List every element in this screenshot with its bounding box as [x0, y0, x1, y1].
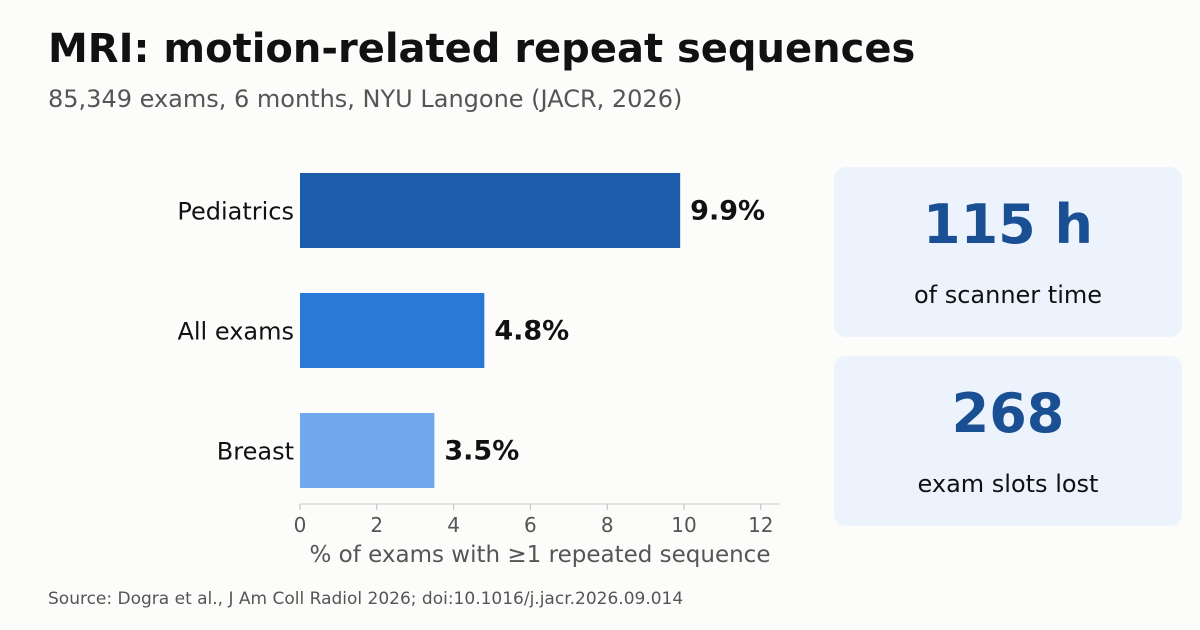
x-tick-label: 2 — [370, 513, 383, 537]
bar — [300, 173, 681, 248]
value-label: 4.8% — [494, 316, 569, 347]
stat-card-exam-slots: 268 exam slots lost — [834, 356, 1182, 526]
chart-title: MRI: motion-related repeat sequences — [48, 26, 916, 72]
x-axis-label: % of exams with ≥1 repeated sequence — [310, 542, 771, 568]
x-tick-label: 8 — [601, 513, 614, 537]
stat-card-scanner-time: 115 h of scanner time — [834, 167, 1182, 337]
x-tick-label: 6 — [524, 513, 537, 537]
stat-value-scanner-time: 115 h — [923, 193, 1093, 256]
x-tick-label: 4 — [447, 513, 460, 537]
source-note: Source: Dogra et al., J Am Coll Radiol 2… — [48, 589, 684, 609]
category-label: All exams — [177, 318, 294, 346]
value-label: 9.9% — [690, 196, 765, 227]
value-label: 3.5% — [444, 436, 519, 467]
category-label: Breast — [217, 438, 294, 466]
stat-label-exam-slots: exam slots lost — [917, 470, 1099, 498]
bar — [300, 413, 435, 488]
bar-chart: Pediatrics 9.9% All exams 4.8% Breast 3.5% 0 2 4… — [177, 173, 780, 568]
stat-label-scanner-time: of scanner time — [913, 281, 1103, 309]
chart-subtitle: 85,349 exams, 6 months, NYU Langone (JAC… — [48, 85, 683, 113]
x-tick-label: 0 — [294, 513, 307, 537]
stat-value-exam-slots: 268 — [951, 382, 1065, 445]
bar — [300, 293, 485, 368]
x-tick-label: 12 — [748, 513, 773, 537]
category-label: Pediatrics — [177, 198, 294, 226]
x-tick-label: 10 — [671, 513, 696, 537]
